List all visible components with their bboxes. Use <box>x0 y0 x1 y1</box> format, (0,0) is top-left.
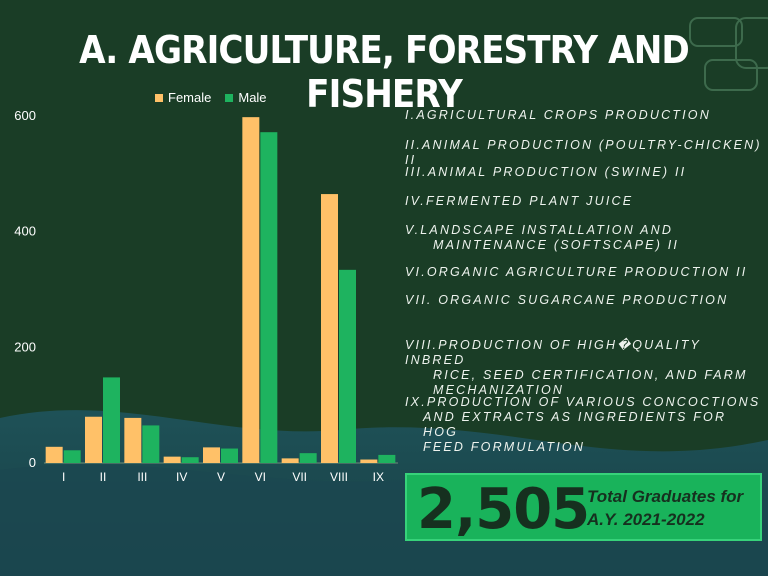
program-text-cont: FEED FORMULATION <box>423 440 586 454</box>
program-item: II.ANIMAL PRODUCTION (POULTRY-CHICKEN) I… <box>405 138 762 167</box>
bar-male-VI <box>260 132 278 463</box>
program-text-cont: MECHANIZATION <box>433 383 565 397</box>
legend-female-label: Female <box>168 90 212 105</box>
program-item: III.ANIMAL PRODUCTION (SWINE) II <box>405 165 687 179</box>
bar-female-IV <box>163 456 181 463</box>
bar-female-VII <box>281 458 299 463</box>
bar-female-I <box>45 446 63 463</box>
program-text-cont: RICE, SEED CERTIFICATION, AND FARM <box>433 368 748 382</box>
y-tick-label: 200 <box>14 339 36 354</box>
legend-male-label: Male <box>238 90 267 105</box>
bar-female-III <box>124 417 142 463</box>
x-tick-label: V <box>217 470 225 484</box>
legend-female: Female <box>155 90 211 105</box>
x-tick-label: VIII <box>330 470 348 484</box>
program-item: IX.PRODUCTION OF VARIOUS CONCOCTIONS AND… <box>405 395 765 455</box>
program-item: VIII.PRODUCTION OF HIGH�QUALITY INBRED R… <box>405 338 765 398</box>
chart-legend: Female Male <box>155 90 267 105</box>
bar-male-IV <box>181 457 199 463</box>
bar-female-VIII <box>321 194 338 463</box>
bar-male-II <box>103 377 120 463</box>
total-graduates-value: 2,505 <box>417 477 590 542</box>
x-tick-label: VII <box>292 470 307 484</box>
program-text: VIII.PRODUCTION OF HIGH�QUALITY INBRED <box>405 338 701 367</box>
legend-male: Male <box>225 90 267 105</box>
y-tick-label: 600 <box>14 108 36 123</box>
legend-male-swatch <box>225 93 234 102</box>
program-text-cont: MAINTENANCE (SOFTSCAPE) II <box>433 238 680 252</box>
x-tick-label: II <box>100 470 107 484</box>
bar-male-VIII <box>339 269 356 463</box>
y-tick-label: 400 <box>14 224 36 239</box>
bar-male-V <box>221 448 238 463</box>
bar-female-VI <box>242 117 260 463</box>
total-graduates-label: Total Graduates for A.Y. 2021-2022 <box>587 487 744 529</box>
program-text: IX.PRODUCTION OF VARIOUS CONCOCTIONS <box>405 395 761 409</box>
y-tick-label: 0 <box>29 455 36 470</box>
program-item: VII. ORGANIC SUGARCANE PRODUCTION <box>405 293 729 307</box>
program-item: IV.FERMENTED PLANT JUICE <box>405 194 634 208</box>
x-tick-label: I <box>62 470 65 484</box>
x-tick-label: IX <box>373 470 384 484</box>
bar-female-II <box>85 416 102 463</box>
bar-male-IX <box>378 454 396 463</box>
bar-male-I <box>63 450 81 463</box>
bar-female-V <box>203 447 220 463</box>
program-item: VI.ORGANIC AGRICULTURE PRODUCTION II <box>405 265 748 279</box>
bar-male-VII <box>299 453 317 463</box>
x-tick-label: III <box>137 470 147 484</box>
program-text-cont: AND EXTRACTS AS INGREDIENTS FOR HOG <box>423 410 727 439</box>
total-graduates-box: 2,505 Total Graduates for A.Y. 2021-2022 <box>405 473 762 542</box>
legend-female-swatch <box>155 93 163 102</box>
page-title: A. AGRICULTURE, FORESTRY AND FISHERY <box>79 28 690 116</box>
x-tick-label: IV <box>176 470 187 484</box>
bar-male-III <box>142 425 160 463</box>
bar-female-IX <box>360 459 378 463</box>
x-tick-label: VI <box>255 470 266 484</box>
program-text: V.LANDSCAPE INSTALLATION AND <box>405 223 674 237</box>
program-item: I.AGRICULTURAL CROPS PRODUCTION <box>405 108 711 122</box>
program-item: V.LANDSCAPE INSTALLATION AND MAINTENANCE… <box>405 223 765 253</box>
